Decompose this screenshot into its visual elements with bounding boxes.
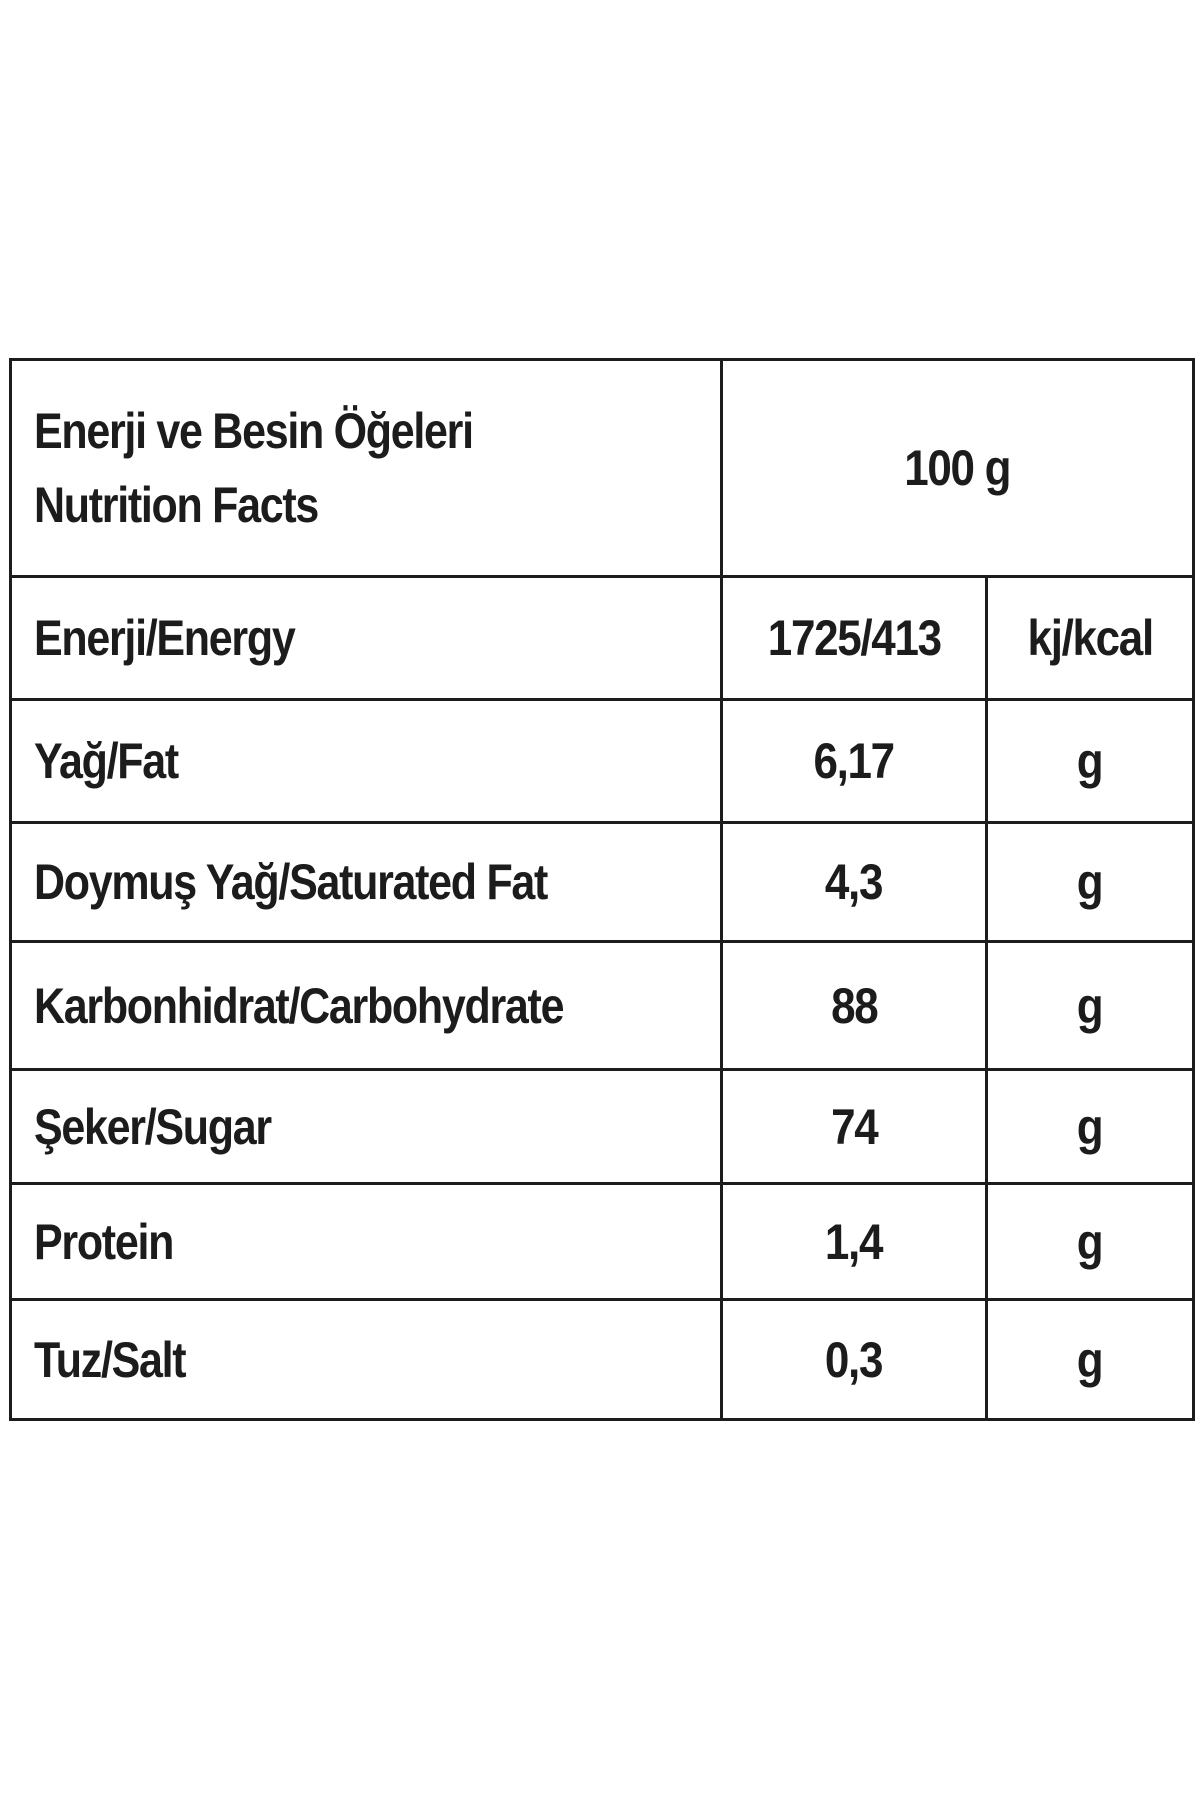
row-label-cell: Tuz/Salt	[9, 1298, 723, 1421]
row-unit-cell: g	[984, 1182, 1196, 1301]
header-title-en: Nutrition Facts	[34, 477, 319, 533]
row-label: Karbonhidrat/Carbohydrate	[34, 977, 564, 1034]
row-label-cell: Enerji/Energy	[9, 575, 723, 701]
nutrition-facts-table: Enerji ve Besin Öğeleri Nutrition Facts …	[9, 358, 1196, 1421]
row-unit: g	[1077, 854, 1104, 910]
row-value-cell: 1725/413	[720, 575, 988, 701]
row-label: Yağ/Fat	[34, 733, 179, 789]
row-label-cell: Yağ/Fat	[9, 698, 723, 824]
row-value-cell: 0,3	[720, 1298, 988, 1421]
row-unit-cell: g	[984, 940, 1196, 1071]
row-label-cell: Karbonhidrat/Carbohydrate	[9, 940, 723, 1071]
row-label: Protein	[34, 1213, 174, 1270]
row-value-cell: 88	[720, 940, 988, 1071]
table-header-row: Enerji ve Besin Öğeleri Nutrition Facts …	[9, 358, 1196, 578]
row-value-cell: 6,17	[720, 698, 988, 824]
row-value: 74	[830, 1098, 879, 1155]
table-row: Tuz/Salt 0,3 g	[9, 1298, 1196, 1421]
row-value: 6,17	[813, 733, 896, 789]
row-unit-cell: g	[984, 1298, 1196, 1421]
row-value: 4,3	[825, 854, 884, 910]
row-value: 1725/413	[767, 610, 942, 666]
row-value: 88	[830, 977, 879, 1034]
row-unit: g	[1077, 1213, 1104, 1270]
row-value: 1,4	[825, 1213, 884, 1270]
row-label: Tuz/Salt	[34, 1331, 187, 1388]
row-label-cell: Şeker/Sugar	[9, 1068, 723, 1185]
row-unit: g	[1077, 733, 1104, 789]
row-unit-cell: kj/kcal	[984, 575, 1196, 701]
header-title-cell: Enerji ve Besin Öğeleri Nutrition Facts	[9, 358, 723, 578]
row-label: Enerji/Energy	[34, 610, 296, 666]
table-row: Karbonhidrat/Carbohydrate 88 g	[9, 940, 1196, 1071]
row-label-cell: Protein	[9, 1182, 723, 1301]
table-row: Doymuş Yağ/Saturated Fat 4,3 g	[9, 821, 1196, 943]
table-row: Şeker/Sugar 74 g	[9, 1068, 1196, 1185]
row-label: Şeker/Sugar	[34, 1098, 272, 1155]
table-row: Enerji/Energy 1725/413 kj/kcal	[9, 575, 1196, 701]
table-row: Yağ/Fat 6,17 g	[9, 698, 1196, 824]
row-value-cell: 4,3	[720, 821, 988, 943]
table-row: Protein 1,4 g	[9, 1182, 1196, 1301]
row-unit: g	[1077, 1331, 1104, 1388]
row-label-cell: Doymuş Yağ/Saturated Fat	[9, 821, 723, 943]
serving-size-cell: 100 g	[719, 358, 1196, 578]
row-unit-cell: g	[984, 821, 1196, 943]
row-value: 0,3	[825, 1331, 884, 1388]
row-unit: kj/kcal	[1027, 610, 1154, 666]
header-title-tr: Enerji ve Besin Öğeleri	[34, 403, 474, 459]
row-value-cell: 1,4	[720, 1182, 988, 1301]
row-unit-cell: g	[984, 1068, 1196, 1185]
row-unit: g	[1077, 1098, 1104, 1155]
serving-size: 100 g	[904, 440, 1012, 496]
row-label: Doymuş Yağ/Saturated Fat	[34, 854, 548, 910]
row-unit-cell: g	[984, 698, 1196, 824]
row-unit: g	[1077, 977, 1104, 1034]
row-value-cell: 74	[720, 1068, 988, 1185]
